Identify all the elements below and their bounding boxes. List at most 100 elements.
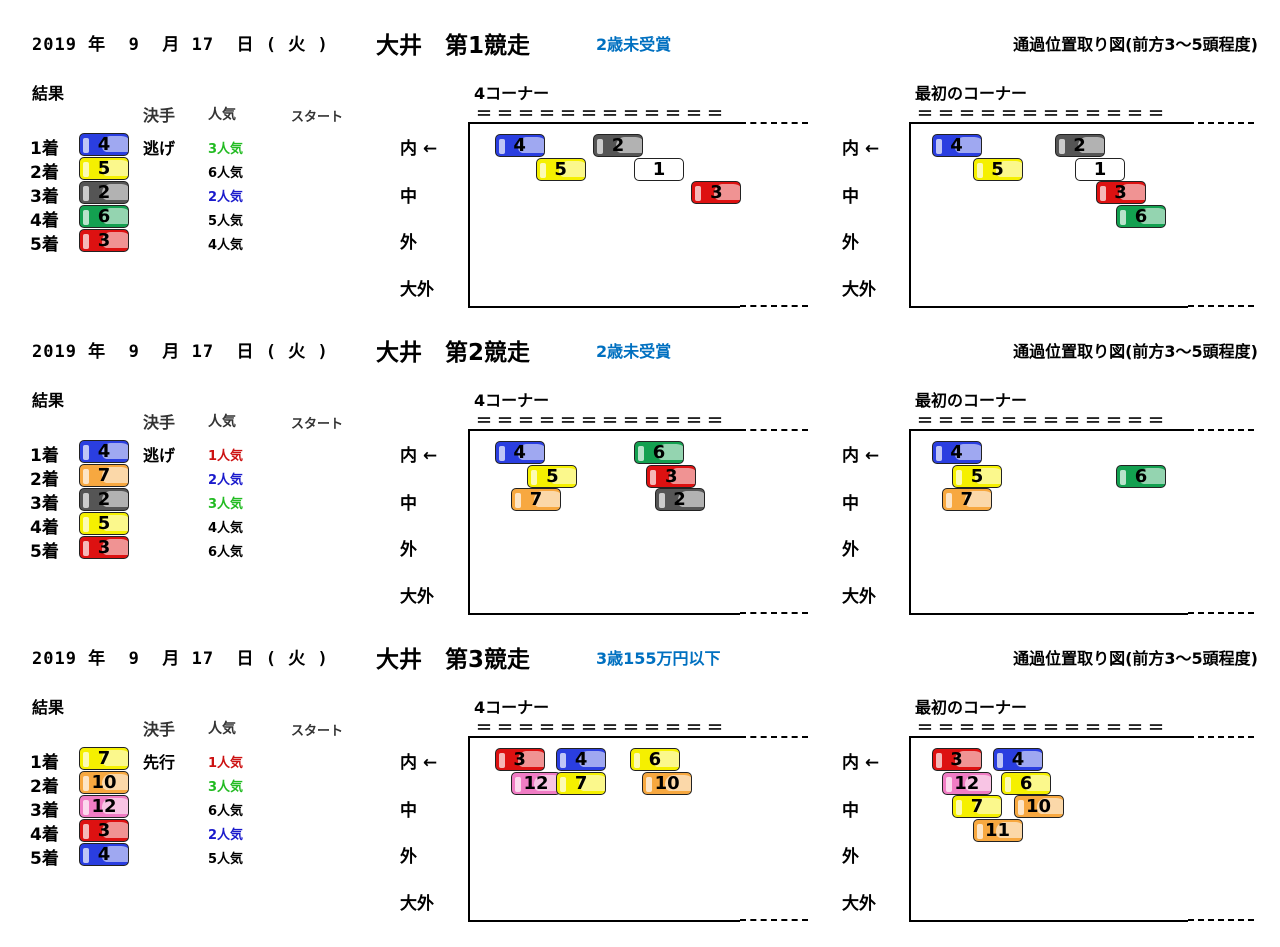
horse-silhouette-icon — [102, 443, 128, 459]
horse-number: 5 — [554, 158, 567, 180]
horse-silhouette-icon — [534, 774, 560, 791]
lane-label: 中 — [400, 187, 417, 207]
horse-silhouette-icon — [102, 208, 128, 224]
horse-head-icon — [1017, 800, 1024, 815]
popularity: 4人気 — [208, 238, 244, 253]
lane-label: 大外 — [400, 280, 434, 300]
horse-head-icon — [658, 493, 665, 508]
position-box — [909, 736, 1188, 922]
horse-silhouette-icon — [102, 136, 128, 152]
horse-number: 4 — [97, 441, 111, 462]
horse-tag-12: 12 — [511, 771, 561, 795]
dashed-line-top — [740, 736, 808, 738]
finish-place: 4着 — [30, 825, 59, 845]
horse-head-icon — [1005, 776, 1012, 792]
horse-tag-3: 3 — [1095, 181, 1146, 204]
horse-silhouette-icon — [1024, 774, 1051, 791]
horse-head-icon — [935, 446, 942, 461]
result-row: 4着 3 2人気 — [30, 819, 370, 845]
horse-silhouette-icon — [517, 444, 544, 460]
result-row: 4着 5 4人気 — [30, 512, 370, 538]
horse-head-icon — [83, 517, 89, 532]
horse-tag-3: 3 — [79, 819, 129, 842]
horse-tag-3: 3 — [646, 464, 697, 488]
popularity: 4人気 — [208, 521, 244, 536]
horse-tag-1: 1 — [1075, 157, 1125, 181]
popularity: 3人気 — [208, 142, 244, 157]
horse-tag-7: 7 — [79, 747, 129, 770]
dashed-line-top — [1188, 429, 1254, 431]
corner-label: 最初のコーナー — [915, 391, 1028, 410]
horse-tag-4: 4 — [556, 748, 607, 771]
horse-head-icon — [83, 493, 89, 508]
horse-number: 4 — [513, 442, 526, 463]
horse-number: 6 — [1134, 465, 1148, 487]
horse-tag-5: 5 — [535, 157, 586, 181]
running-style: 逃げ — [143, 446, 176, 465]
horse-tag-2: 2 — [1054, 134, 1105, 157]
horse-tag-4: 4 — [79, 843, 129, 866]
equal-marks: ＝＝＝＝＝＝＝＝＝＝＝＝ — [917, 104, 1170, 123]
horse-silhouette-icon — [102, 846, 128, 862]
popularity: 3人気 — [208, 497, 244, 512]
equal-marks: ＝＝＝＝＝＝＝＝＝＝＝＝ — [476, 104, 729, 123]
lane-label: 外 — [400, 540, 417, 560]
horse-number: 6 — [652, 442, 666, 463]
horse-number: 10 — [1025, 796, 1052, 817]
horse-silhouette-icon — [558, 160, 585, 177]
horse-head-icon — [638, 162, 644, 178]
horse-silhouette-icon — [579, 774, 606, 791]
horse-head-icon — [515, 493, 521, 508]
finish-place: 3着 — [30, 494, 59, 514]
horse-number: 12 — [523, 772, 549, 794]
horse-head-icon — [83, 445, 89, 460]
horse-number: 7 — [970, 796, 984, 817]
horse-silhouette-icon — [995, 821, 1022, 838]
header-start: スタート — [291, 724, 344, 739]
lane-label: 内 ← — [842, 139, 880, 159]
horse-number: 10 — [91, 772, 117, 793]
horse-silhouette-icon — [677, 491, 704, 507]
horse-head-icon — [935, 139, 942, 154]
horse-silhouette-icon — [102, 467, 128, 483]
horse-silhouette-icon — [102, 822, 128, 838]
horse-number: 7 — [97, 748, 111, 769]
horse-tag-12: 12 — [79, 795, 129, 818]
horse-silhouette-icon — [102, 515, 128, 531]
horse-number: 5 — [546, 465, 559, 487]
horse-number: 2 — [1073, 135, 1086, 156]
horse-tag-4: 4 — [931, 441, 982, 464]
horse-number: 5 — [97, 513, 111, 534]
horse-silhouette-icon — [1077, 137, 1104, 153]
horse-head-icon — [83, 162, 89, 177]
lane-label: 中 — [400, 494, 417, 514]
horse-head-icon — [695, 186, 702, 201]
horse-silhouette-icon — [1139, 467, 1165, 484]
horse-silhouette-icon — [102, 539, 128, 555]
horse-head-icon — [83, 800, 89, 815]
horse-number: 7 — [960, 489, 974, 510]
popularity: 3人気 — [208, 780, 244, 795]
corner-label: 最初のコーナー — [915, 698, 1028, 717]
horse-tag-4: 4 — [79, 133, 129, 156]
result-row: 2着 5 6人気 — [30, 157, 370, 183]
horse-silhouette-icon — [1139, 207, 1165, 224]
horse-number: 12 — [954, 772, 980, 794]
horse-silhouette-icon — [1036, 798, 1063, 814]
dashed-line-bottom — [1188, 612, 1254, 614]
horse-head-icon — [956, 469, 962, 485]
horse-head-icon — [633, 753, 640, 768]
horse-head-icon — [83, 776, 89, 791]
horse-tag-2: 2 — [79, 488, 129, 511]
horse-silhouette-icon — [534, 491, 560, 507]
horse-silhouette-icon — [657, 160, 683, 177]
horse-number: 2 — [611, 135, 625, 156]
popularity: 6人気 — [208, 166, 244, 181]
horse-number: 6 — [648, 749, 662, 770]
horse-number: 7 — [97, 465, 111, 486]
horse-tag-7: 7 — [952, 795, 1002, 818]
horse-silhouette-icon — [1016, 751, 1042, 767]
horse-tag-7: 7 — [556, 771, 607, 795]
header-kimete: 決手 — [143, 106, 176, 125]
horse-tag-7: 7 — [79, 464, 129, 487]
